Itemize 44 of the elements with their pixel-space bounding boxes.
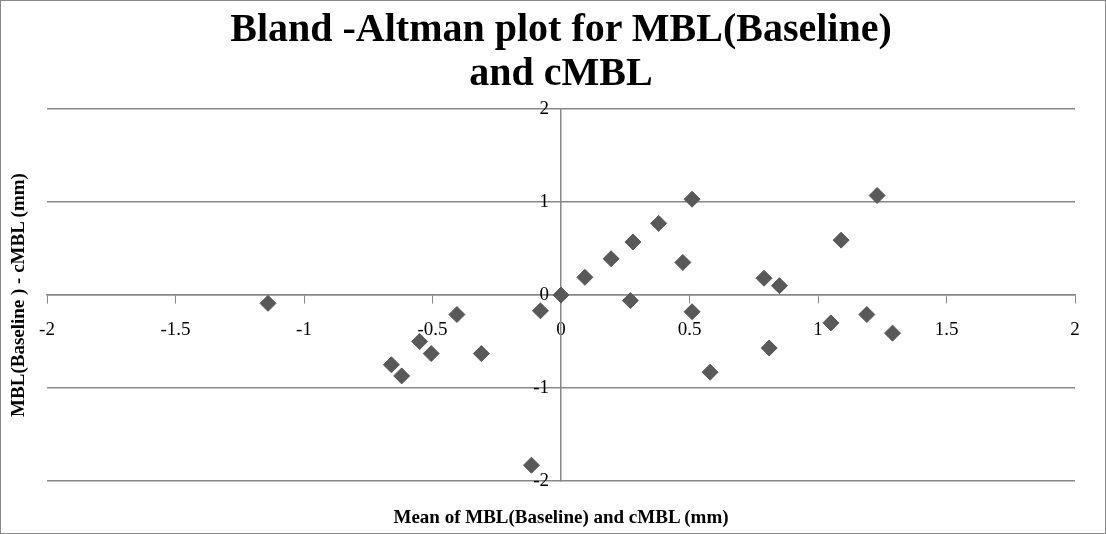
point: [621, 292, 639, 310]
point: [576, 268, 594, 286]
point: [683, 190, 701, 208]
x-tick-label: 0: [556, 318, 566, 340]
x-tick-label: -2: [39, 318, 55, 340]
x-axis-title: Mean of MBL(Baseline) and cMBL (mm): [393, 505, 729, 528]
x-tick-label: 1: [813, 318, 823, 340]
y-axis-title: MBL(Baseline ) - cMBL (mm): [6, 173, 29, 417]
point: [760, 339, 778, 357]
x-tick-label: 1.5: [934, 318, 959, 340]
point: [411, 333, 429, 350]
x-tick-label: -1.5: [160, 318, 191, 340]
point: [822, 314, 840, 332]
point: [531, 302, 549, 320]
point: [755, 269, 773, 287]
x-tick-label: 0.5: [677, 318, 702, 340]
point: [858, 306, 876, 324]
point: [393, 367, 411, 385]
chart-title: Bland -Altman plot for MBL(Baseline) and cMBL: [230, 5, 892, 95]
y-tick-label: 0: [539, 282, 549, 304]
point: [674, 253, 692, 271]
point: [552, 286, 570, 304]
point: [624, 233, 642, 251]
point: [884, 324, 902, 342]
y-tick-label: 1: [539, 189, 549, 211]
point: [868, 186, 886, 204]
x-tick-label: 2: [1070, 318, 1080, 340]
point: [259, 294, 277, 312]
point: [448, 306, 466, 324]
point: [472, 345, 490, 363]
point: [770, 277, 788, 295]
point: [602, 250, 620, 268]
x-tick-label: -1: [296, 318, 312, 340]
point: [522, 456, 540, 474]
y-tick-label: -1: [533, 375, 549, 397]
x-tick-label: -0.5: [417, 318, 448, 340]
y-tick-label: -2: [533, 468, 549, 490]
point: [701, 363, 719, 381]
point: [832, 231, 850, 249]
point: [683, 303, 701, 321]
y-tick-label: 2: [539, 96, 549, 118]
point: [422, 345, 440, 363]
point: [382, 356, 400, 374]
point: [650, 214, 668, 232]
